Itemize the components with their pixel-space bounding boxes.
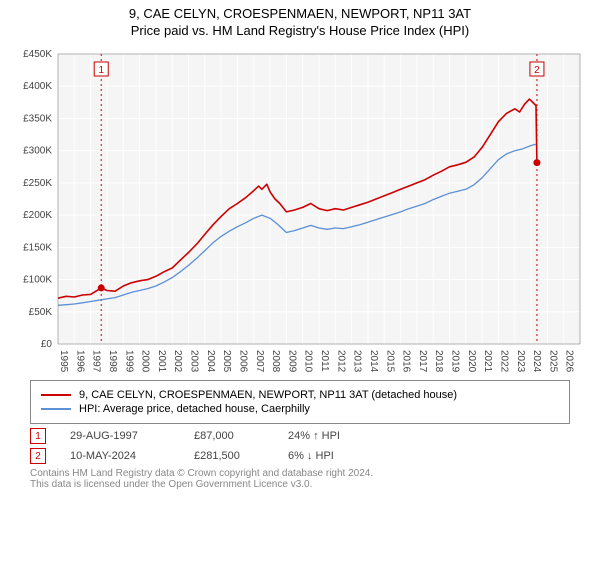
legend-swatch-hpi [41, 408, 71, 410]
event-price: £281,500 [194, 450, 264, 462]
sale-event-row: 1 29-AUG-1997 £87,000 24% ↑ HPI [30, 428, 570, 444]
svg-text:2004: 2004 [205, 350, 216, 373]
svg-text:2000: 2000 [140, 350, 151, 373]
svg-text:£50K: £50K [29, 307, 53, 318]
legend: 9, CAE CELYN, CROESPENMAEN, NEWPORT, NP1… [30, 380, 570, 424]
svg-text:2018: 2018 [433, 350, 444, 373]
svg-text:1996: 1996 [74, 350, 85, 373]
svg-text:2008: 2008 [270, 350, 281, 373]
svg-text:£0: £0 [41, 339, 53, 350]
svg-text:2002: 2002 [172, 350, 183, 373]
svg-text:2019: 2019 [450, 350, 461, 373]
svg-text:£100K: £100K [23, 275, 52, 286]
svg-text:2006: 2006 [237, 350, 248, 373]
svg-text:1: 1 [98, 65, 104, 76]
svg-text:2021: 2021 [482, 350, 493, 373]
svg-text:1999: 1999 [123, 350, 134, 373]
svg-text:1995: 1995 [58, 350, 69, 373]
legend-item-price-paid: 9, CAE CELYN, CROESPENMAEN, NEWPORT, NP1… [41, 389, 559, 401]
svg-text:1998: 1998 [107, 350, 118, 373]
svg-text:2: 2 [534, 65, 540, 76]
svg-text:2005: 2005 [221, 350, 232, 373]
line-chart-svg: £0 £50K £100K £150K £200K £250K £300K £350K £400… [0, 44, 600, 374]
footer: Contains HM Land Registry data © Crown c… [30, 468, 570, 490]
svg-text:2015: 2015 [384, 350, 395, 373]
chart-title-line2: Price paid vs. HM Land Registry's House … [0, 23, 600, 38]
svg-text:£250K: £250K [23, 178, 52, 189]
legend-label-hpi: HPI: Average price, detached house, Caer… [79, 403, 310, 415]
event-delta: 24% ↑ HPI [288, 430, 340, 442]
svg-text:2012: 2012 [335, 350, 346, 373]
event-date: 10-MAY-2024 [70, 450, 170, 462]
sale-event-row: 2 10-MAY-2024 £281,500 6% ↓ HPI [30, 448, 570, 464]
sale-events: 1 29-AUG-1997 £87,000 24% ↑ HPI 2 10-MAY-2024… [30, 428, 570, 464]
legend-item-hpi: HPI: Average price, detached house, Caer… [41, 403, 559, 415]
svg-text:2013: 2013 [352, 350, 363, 373]
event-price: £87,000 [194, 430, 264, 442]
svg-text:2016: 2016 [401, 350, 412, 373]
svg-text:£150K: £150K [23, 242, 52, 253]
event-marker: 1 [30, 428, 46, 444]
svg-text:£450K: £450K [23, 49, 52, 60]
footer-line2: This data is licensed under the Open Gov… [30, 479, 570, 490]
svg-text:1997: 1997 [91, 350, 102, 373]
chart-area: £0 £50K £100K £150K £200K £250K £300K £350K £400… [0, 44, 600, 374]
svg-text:£300K: £300K [23, 146, 52, 157]
legend-swatch-price-paid [41, 394, 71, 396]
event-delta: 6% ↓ HPI [288, 450, 334, 462]
svg-text:2025: 2025 [547, 350, 558, 373]
event-marker: 2 [30, 448, 46, 464]
svg-text:2014: 2014 [368, 350, 379, 373]
svg-text:2024: 2024 [531, 350, 542, 373]
svg-text:£200K: £200K [23, 210, 52, 221]
svg-text:2020: 2020 [466, 350, 477, 373]
svg-text:2023: 2023 [515, 350, 526, 373]
svg-text:£400K: £400K [23, 81, 52, 92]
footer-line1: Contains HM Land Registry data © Crown c… [30, 468, 570, 479]
svg-text:2026: 2026 [564, 350, 575, 373]
svg-text:2007: 2007 [254, 350, 265, 373]
svg-text:£350K: £350K [23, 113, 52, 124]
svg-text:2009: 2009 [286, 350, 297, 373]
svg-text:2017: 2017 [417, 350, 428, 373]
chart-title-line1: 9, CAE CELYN, CROESPENMAEN, NEWPORT, NP1… [0, 6, 600, 21]
svg-text:2003: 2003 [189, 350, 200, 373]
event-date: 29-AUG-1997 [70, 430, 170, 442]
svg-text:2010: 2010 [303, 350, 314, 373]
svg-text:2001: 2001 [156, 350, 167, 373]
svg-text:2022: 2022 [498, 350, 509, 373]
svg-text:2011: 2011 [319, 350, 330, 372]
legend-label-price-paid: 9, CAE CELYN, CROESPENMAEN, NEWPORT, NP1… [79, 389, 457, 401]
